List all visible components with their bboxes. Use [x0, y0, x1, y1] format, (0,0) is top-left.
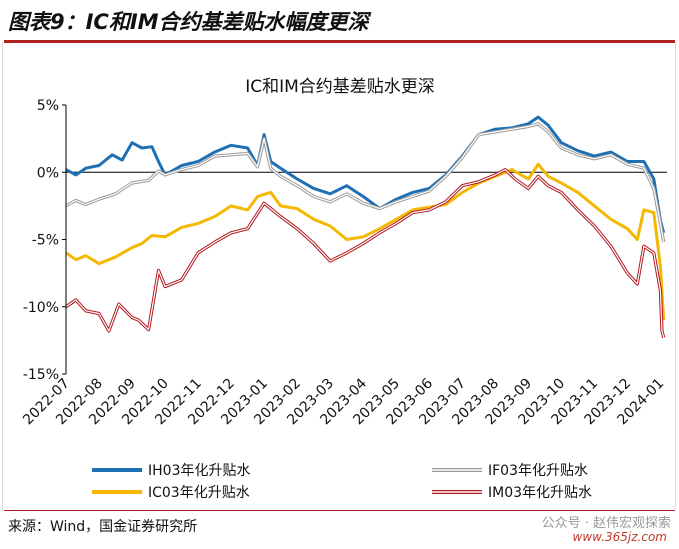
top-rule — [4, 40, 675, 43]
y-tick-label: 5% — [37, 98, 59, 114]
series-line-ic — [65, 162, 666, 321]
watermark: 公众号 · 赵伟宏观探索 — [541, 516, 671, 531]
series-line-if-outer — [65, 122, 666, 243]
source-note: 来源：Wind，国金证券研究所 — [8, 519, 198, 535]
y-tick-label: -10% — [23, 300, 59, 316]
y-tick-label: 0% — [37, 165, 59, 181]
legend-label-im: IM03年化升贴水 — [488, 485, 592, 501]
series-line-im-outer — [65, 168, 666, 339]
y-tick-label: -15% — [23, 367, 59, 383]
series-line-if-inner — [65, 123, 665, 243]
watermark-site: www.365jz.com — [572, 530, 667, 544]
figure-title: 图表9：IC和IM合约基差贴水幅度更深 — [8, 10, 369, 34]
series-line-ih — [65, 115, 666, 234]
legend: IH03年化升贴水 IF03年化升贴水 IC03年化升贴水 IM03年化升贴水 — [92, 463, 592, 501]
legend-label-ic: IC03年化升贴水 — [148, 485, 250, 501]
legend-label-if: IF03年化升贴水 — [488, 463, 588, 479]
series-line-im-inner — [65, 169, 665, 338]
chart-frame — [2, 42, 676, 510]
chart-title: IC和IM合约基差贴水更深 — [245, 77, 435, 97]
series-layer — [65, 115, 666, 339]
legend-label-ih: IH03年化升贴水 — [148, 463, 250, 479]
bottom-rule — [4, 510, 675, 511]
y-tick-label: -5% — [32, 233, 59, 249]
